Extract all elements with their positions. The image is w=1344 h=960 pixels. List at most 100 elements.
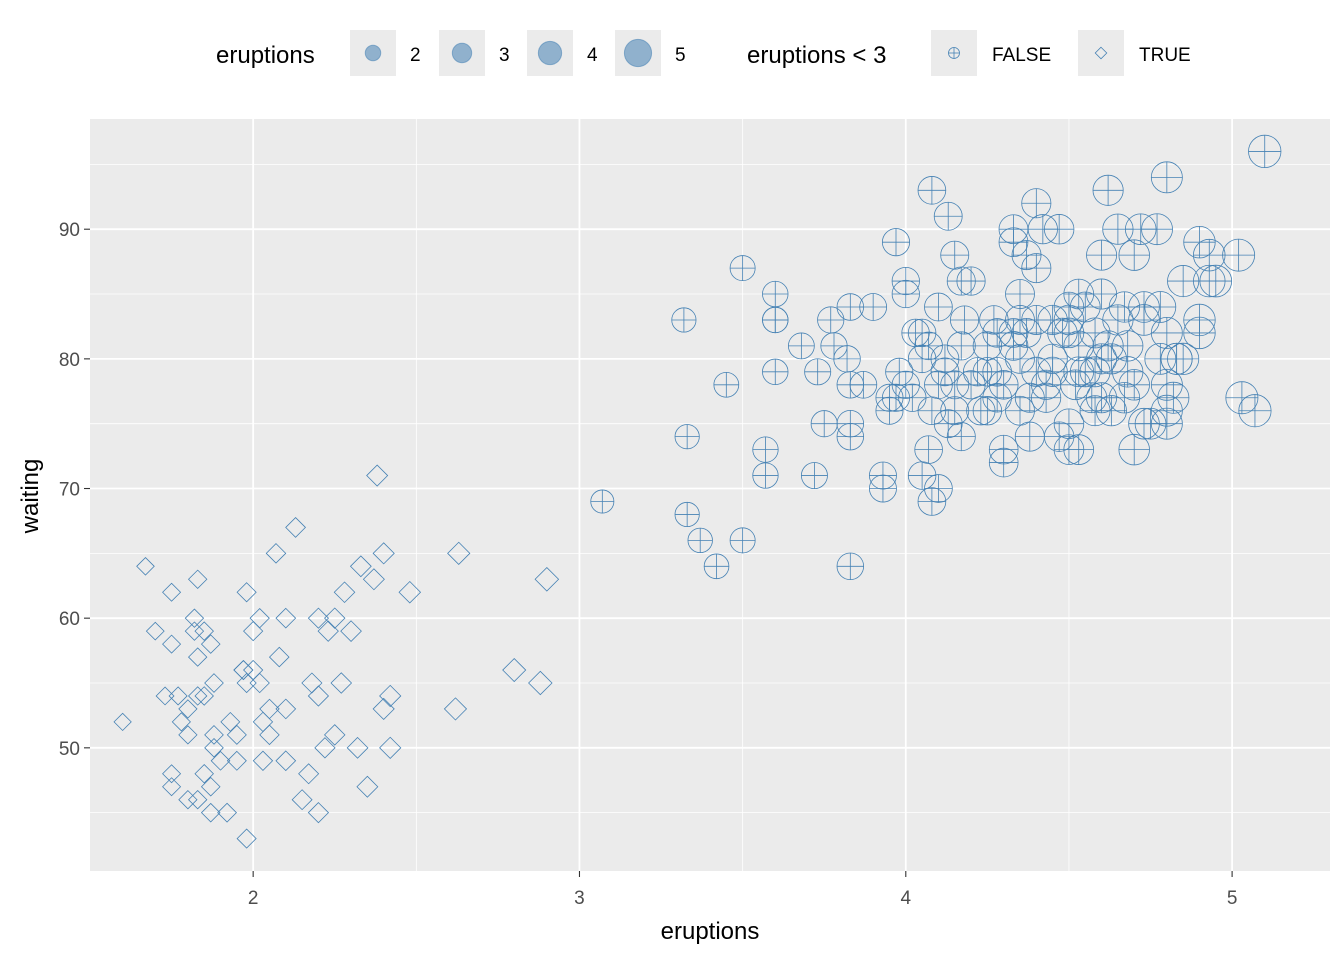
size-legend-keys: 2 3 4 5 <box>350 30 686 76</box>
data-point <box>259 698 280 720</box>
data-point <box>836 422 865 451</box>
data-point <box>275 698 297 720</box>
data-point <box>168 686 188 706</box>
data-point <box>307 802 330 824</box>
data-point <box>349 555 372 578</box>
data-point <box>362 568 385 591</box>
data-point <box>265 543 287 564</box>
data-point <box>836 552 865 581</box>
data-point <box>1053 408 1085 439</box>
data-point <box>1183 316 1216 350</box>
data-point <box>204 725 224 745</box>
data-point <box>187 686 208 706</box>
data-point <box>162 582 182 602</box>
data-point <box>1031 382 1062 413</box>
data-point <box>184 608 205 628</box>
data-point <box>1183 226 1216 259</box>
data-point <box>590 489 615 514</box>
x-tick-label: 3 <box>574 888 585 909</box>
data-point <box>1144 342 1177 375</box>
data-point <box>443 697 468 721</box>
shape-legend-key: TRUE <box>1078 30 1191 76</box>
y-axis: 50 60 70 80 90 <box>59 220 90 760</box>
data-point <box>534 566 560 592</box>
size-legend-key: 3 <box>439 30 510 76</box>
data-point <box>372 542 395 565</box>
y-tick-label: 70 <box>59 480 80 501</box>
data-point <box>447 541 471 565</box>
data-point <box>155 686 175 706</box>
size-legend-key: 4 <box>527 30 598 76</box>
data-point <box>800 462 828 490</box>
data-point <box>275 750 297 772</box>
data-point <box>1005 305 1035 335</box>
data-point <box>1014 421 1045 452</box>
data-point <box>950 305 980 335</box>
data-point <box>233 659 254 681</box>
data-point <box>162 777 182 797</box>
legend-key-background <box>1078 30 1124 76</box>
data-point <box>1086 343 1118 375</box>
data-point <box>171 712 191 732</box>
plot-panel <box>90 119 1330 871</box>
data-point <box>226 724 247 745</box>
data-point <box>187 647 208 667</box>
data-point <box>881 383 911 412</box>
data-point <box>194 686 214 706</box>
data-point <box>713 371 740 398</box>
shape-legend-key: FALSE <box>931 30 1051 76</box>
y-axis-title: waiting <box>17 459 44 535</box>
data-point <box>372 697 395 721</box>
data-point <box>187 569 208 589</box>
data-point <box>314 737 336 759</box>
data-point <box>1150 407 1183 440</box>
data-point <box>1005 279 1035 309</box>
data-point <box>940 396 970 426</box>
data-point <box>285 516 307 538</box>
x-tick-label: 2 <box>248 888 259 909</box>
data-point <box>145 621 165 641</box>
data-point <box>268 646 290 668</box>
data-point <box>307 607 330 629</box>
legend-shape-glyph <box>1094 46 1108 60</box>
series-false <box>590 134 1282 581</box>
y-tick-label: 80 <box>59 350 80 371</box>
data-point <box>184 621 205 641</box>
data-point <box>956 266 986 296</box>
data-point <box>1112 356 1144 388</box>
data-point <box>1248 134 1282 169</box>
data-point <box>752 436 779 463</box>
data-point <box>249 608 270 629</box>
data-point <box>162 764 182 784</box>
data-point <box>917 487 947 516</box>
data-point <box>204 737 224 758</box>
data-point <box>236 582 257 603</box>
data-point <box>379 736 402 759</box>
data-point <box>924 474 953 503</box>
data-point <box>1118 433 1150 466</box>
data-point <box>259 724 280 746</box>
data-point <box>946 422 976 452</box>
data-point <box>833 345 861 373</box>
size-legend-title: eruptions <box>216 42 315 69</box>
data-point <box>1069 291 1101 323</box>
legend-shape-glyph <box>948 47 960 59</box>
data-point <box>187 789 208 810</box>
y-tick-label: 50 <box>59 739 80 760</box>
data-point <box>729 255 756 282</box>
data-point <box>200 802 221 823</box>
size-legend-label: 4 <box>587 45 598 66</box>
data-point <box>875 396 904 425</box>
data-point <box>729 527 756 554</box>
data-point <box>940 240 970 270</box>
data-point <box>330 672 353 694</box>
data-point <box>998 227 1029 258</box>
data-point <box>885 357 914 386</box>
data-point <box>674 424 700 450</box>
data-point <box>804 358 832 386</box>
data-point <box>298 763 320 785</box>
data-point <box>956 370 986 400</box>
data-point <box>998 331 1029 361</box>
data-point <box>1095 395 1127 427</box>
